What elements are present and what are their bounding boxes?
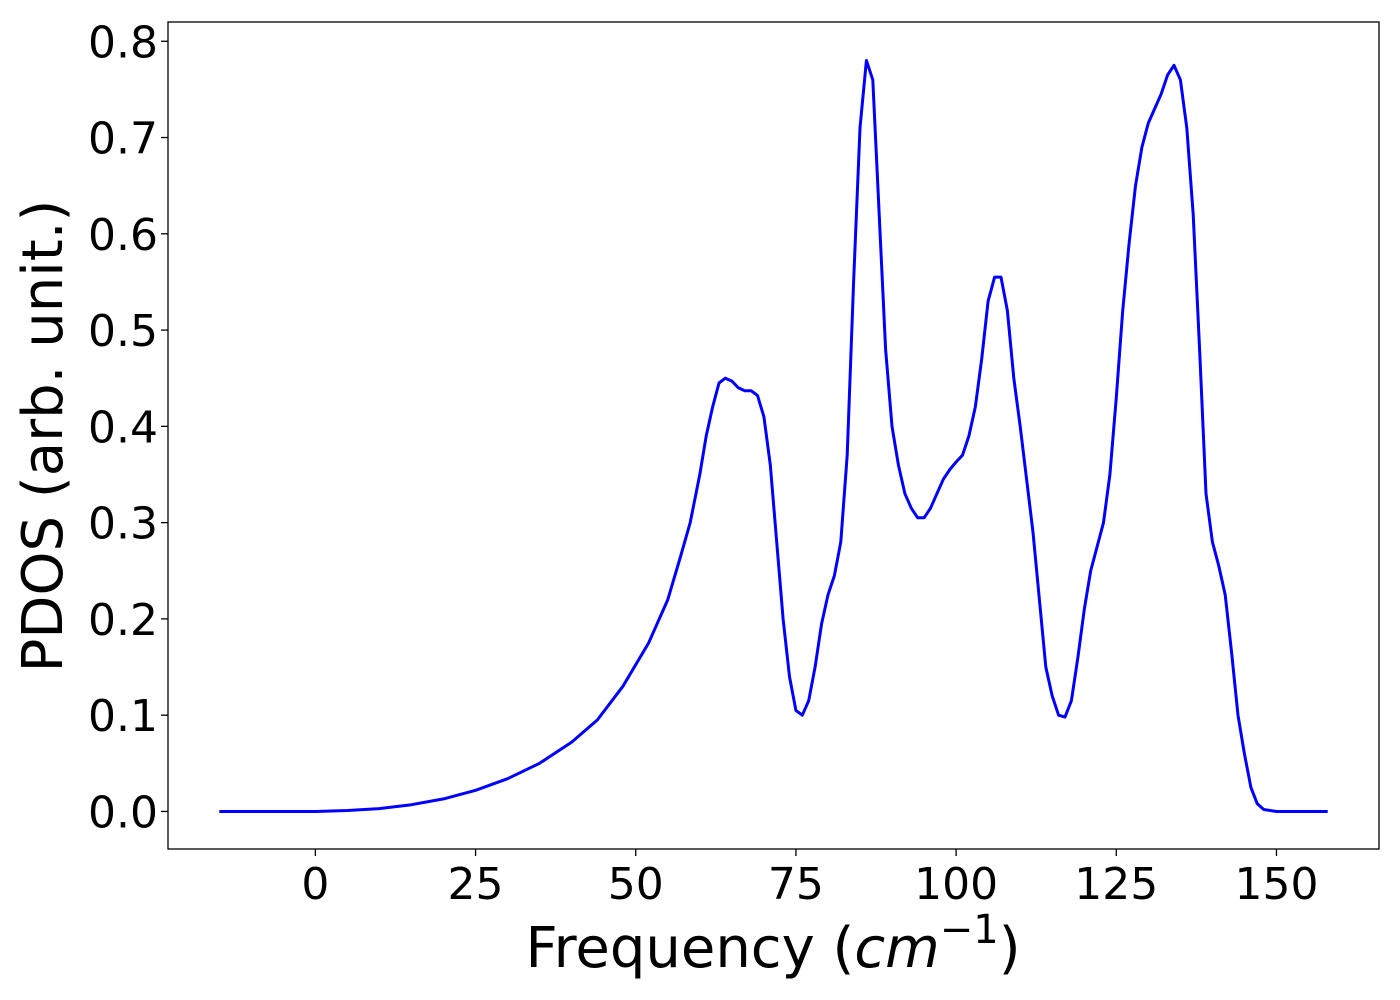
y-tick-label: 0.1: [88, 691, 158, 742]
y-tick-label: 0.5: [88, 306, 158, 357]
x-tick-label: 150: [1234, 859, 1318, 910]
y-tick-label: 0.7: [88, 114, 158, 165]
y-tick-label: 0.6: [88, 210, 158, 261]
pdos-series-line: [219, 59, 1328, 813]
x-tick-label: 25: [448, 859, 504, 910]
y-axis-label: PDOS (arb. unit.): [11, 200, 76, 673]
y-axis-ticks: 0.0 0.1 0.2 0.3 0.4 0.5 0.6 0.7 0.8: [88, 17, 168, 838]
y-tick-label: 0.2: [88, 595, 158, 646]
y-tick-label: 0.0: [88, 787, 158, 838]
x-axis-ticks: 0 25 50 75 100 125 150: [301, 849, 1318, 910]
x-tick-label: 0: [301, 859, 329, 910]
x-tick-label: 100: [914, 859, 998, 910]
y-tick-label: 0.3: [88, 499, 158, 550]
x-tick-label: 75: [768, 859, 824, 910]
plot-frame: [167, 21, 1380, 850]
y-tick-label: 0.4: [88, 402, 158, 453]
x-axis-label: Frequency (cm−1): [525, 907, 1020, 981]
x-tick-label: 50: [608, 859, 664, 910]
x-tick-label: 125: [1074, 859, 1158, 910]
y-tick-label: 0.8: [88, 17, 158, 68]
